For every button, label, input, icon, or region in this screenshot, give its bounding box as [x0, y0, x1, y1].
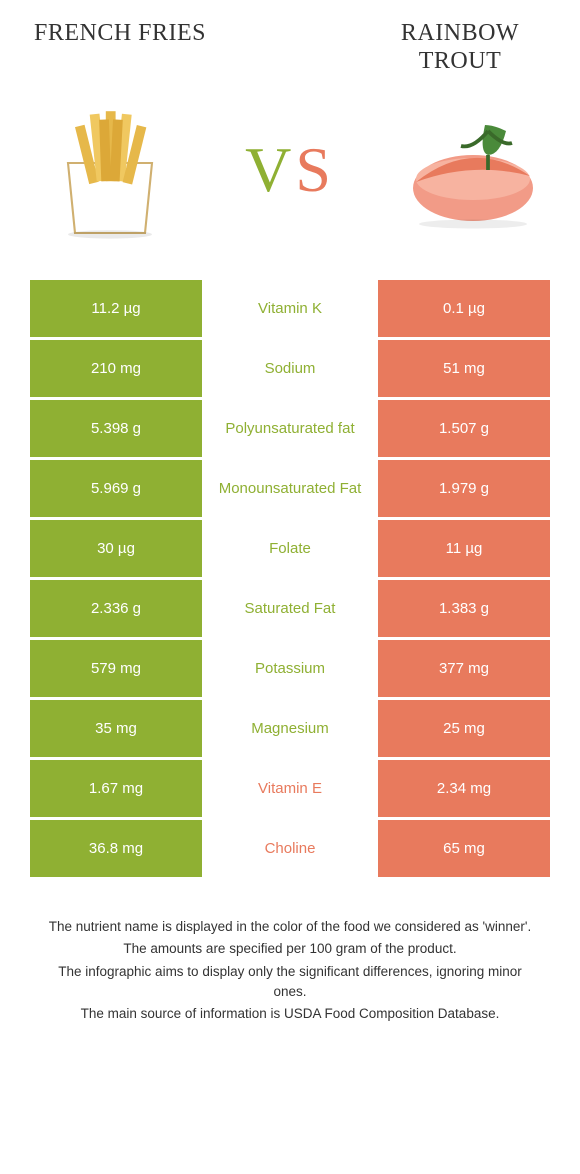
cell-nutrient-label: Polyunsaturated fat — [202, 400, 378, 457]
cell-nutrient-label: Choline — [202, 820, 378, 877]
cell-right-value: 1.979 g — [378, 460, 550, 517]
table-row: 30 µgFolate11 µg — [30, 520, 550, 577]
table-row: 5.398 gPolyunsaturated fat1.507 g — [30, 400, 550, 457]
cell-nutrient-label: Sodium — [202, 340, 378, 397]
table-row: 36.8 mgCholine65 mg — [30, 820, 550, 877]
header-left: FRENCH FRIES — [30, 20, 210, 75]
footer-line-4: The main source of information is USDA F… — [40, 1004, 540, 1024]
cell-right-value: 2.34 mg — [378, 760, 550, 817]
table-row: 1.67 mgVitamin E2.34 mg — [30, 760, 550, 817]
cell-nutrient-label: Vitamin K — [202, 280, 378, 337]
french-fries-image — [30, 90, 190, 250]
vs-v: V — [245, 134, 295, 205]
footer-line-2: The amounts are specified per 100 gram o… — [40, 939, 540, 959]
cell-nutrient-label: Folate — [202, 520, 378, 577]
cell-left-value: 210 mg — [30, 340, 202, 397]
cell-nutrient-label: Monounsaturated Fat — [202, 460, 378, 517]
footer-line-3: The infographic aims to display only the… — [40, 962, 540, 1003]
footer-notes: The nutrient name is displayed in the co… — [30, 917, 550, 1024]
cell-left-value: 35 mg — [30, 700, 202, 757]
vs-s: S — [295, 134, 335, 205]
cell-left-value: 579 mg — [30, 640, 202, 697]
cell-nutrient-label: Potassium — [202, 640, 378, 697]
table-row: 35 mgMagnesium25 mg — [30, 700, 550, 757]
cell-right-value: 1.507 g — [378, 400, 550, 457]
header-right: RAINBOW TROUT — [370, 20, 550, 75]
cell-nutrient-label: Vitamin E — [202, 760, 378, 817]
table-row: 11.2 µgVitamin K0.1 µg — [30, 280, 550, 337]
rainbow-trout-image — [390, 90, 550, 250]
table-row: 579 mgPotassium377 mg — [30, 640, 550, 697]
table-row: 5.969 gMonounsaturated Fat1.979 g — [30, 460, 550, 517]
cell-left-value: 36.8 mg — [30, 820, 202, 877]
comparison-table: 11.2 µgVitamin K0.1 µg210 mgSodium51 mg5… — [30, 280, 550, 877]
cell-left-value: 5.398 g — [30, 400, 202, 457]
cell-right-value: 11 µg — [378, 520, 550, 577]
cell-right-value: 0.1 µg — [378, 280, 550, 337]
cell-nutrient-label: Saturated Fat — [202, 580, 378, 637]
cell-right-value: 1.383 g — [378, 580, 550, 637]
cell-nutrient-label: Magnesium — [202, 700, 378, 757]
table-row: 210 mgSodium51 mg — [30, 340, 550, 397]
cell-right-value: 65 mg — [378, 820, 550, 877]
table-row: 2.336 gSaturated Fat1.383 g — [30, 580, 550, 637]
cell-left-value: 11.2 µg — [30, 280, 202, 337]
cell-right-value: 25 mg — [378, 700, 550, 757]
vs-label: VS — [245, 133, 335, 207]
hero-row: VS — [30, 90, 550, 250]
footer-line-1: The nutrient name is displayed in the co… — [40, 917, 540, 937]
header-row: FRENCH FRIES RAINBOW TROUT — [30, 20, 550, 75]
cell-left-value: 2.336 g — [30, 580, 202, 637]
cell-left-value: 30 µg — [30, 520, 202, 577]
cell-right-value: 377 mg — [378, 640, 550, 697]
cell-left-value: 5.969 g — [30, 460, 202, 517]
cell-left-value: 1.67 mg — [30, 760, 202, 817]
cell-right-value: 51 mg — [378, 340, 550, 397]
